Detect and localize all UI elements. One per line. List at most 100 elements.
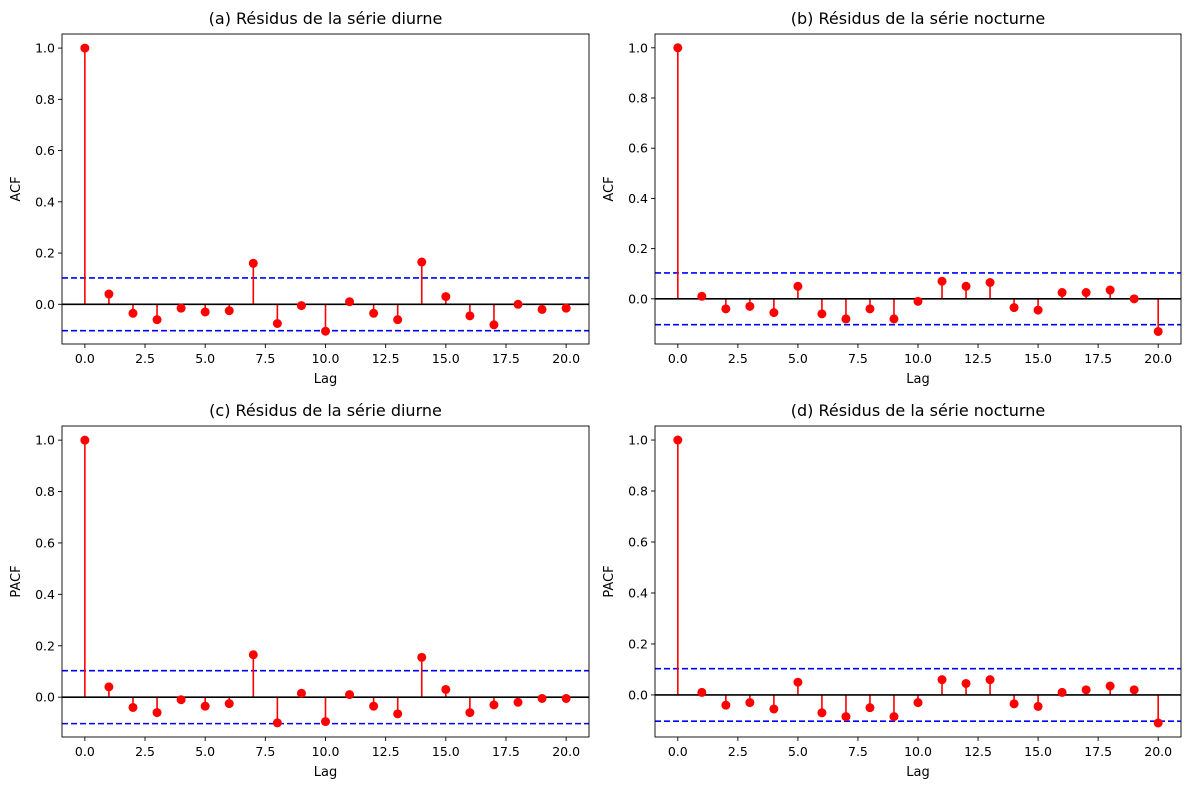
stem-marker [1009, 303, 1019, 313]
subplot-3: (d) Résidus de la série nocturne 0.0 0.2 0.… [602, 401, 1182, 780]
stem-marker [441, 292, 451, 302]
stem-marker [441, 684, 451, 694]
stem-marker [345, 690, 355, 700]
x-tick-label: 2.5 [728, 744, 748, 759]
stem-marker [673, 435, 683, 445]
stem-marker [697, 291, 707, 301]
stem-marker [296, 301, 306, 311]
stem-marker [673, 43, 683, 53]
x-tick-label: 15.0 [1024, 744, 1052, 759]
x-tick-label: 2.5 [135, 744, 155, 759]
stem-marker [489, 320, 499, 330]
stem-marker [104, 289, 114, 299]
x-tick-label: 5.0 [195, 351, 215, 366]
x-tick-label: 5.0 [195, 744, 215, 759]
stem-marker [321, 717, 330, 727]
stem-marker [817, 309, 827, 319]
y-tick-label: 0.8 [35, 92, 55, 107]
stem-marker [345, 297, 355, 307]
y-tick-label: 0.4 [628, 191, 648, 206]
stem-marker [745, 301, 755, 311]
y-tick-label: 0.0 [35, 690, 55, 705]
stem-marker [793, 281, 803, 291]
stem-marker [176, 303, 186, 313]
y-axis-label: PACF [602, 565, 617, 597]
axes-frame [61, 33, 590, 345]
x-tick-label: 20.0 [552, 744, 580, 759]
stem-marker [721, 700, 731, 710]
stem-marker [1057, 288, 1067, 298]
stem-marker [561, 303, 571, 313]
y-tick-label: 0.4 [35, 194, 55, 209]
y-tick-label: 1.0 [628, 433, 648, 448]
stem-marker [769, 308, 779, 318]
x-tick-label: 5.0 [788, 351, 808, 366]
stem-marker [417, 652, 427, 662]
y-axis-label: PACF [9, 565, 24, 597]
x-tick-label: 20.0 [552, 351, 580, 366]
stem-marker [513, 697, 523, 707]
stem-marker [937, 675, 947, 685]
stem-marker [272, 319, 282, 329]
y-tick-label: 0.8 [35, 484, 55, 499]
stem-marker [224, 306, 234, 316]
x-tick-label: 0.0 [75, 744, 95, 759]
stem-marker [697, 687, 707, 697]
x-tick-label: 2.5 [728, 351, 748, 366]
subplot-1: (b) Résidus de la série nocturne 0.0 0.2 0.… [602, 9, 1182, 387]
stem-marker [80, 435, 90, 445]
x-axis-label: Lag [314, 372, 337, 387]
axes-frame [61, 425, 590, 738]
stem-marker [865, 304, 875, 314]
y-tick-label: 0.6 [628, 534, 648, 549]
stem-marker [393, 315, 403, 325]
subplot-title: (d) Résidus de la série nocturne [791, 401, 1045, 420]
y-tick-label: 0.6 [35, 535, 55, 550]
subplot-title: (a) Résidus de la série diurne [209, 9, 443, 28]
x-axis-label: Lag [906, 765, 929, 780]
y-tick-label: 0.2 [628, 241, 648, 256]
x-tick-label: 7.5 [255, 744, 275, 759]
stem-marker [1129, 294, 1139, 304]
stem-marker [393, 709, 403, 719]
stem-marker [200, 307, 210, 317]
stem-marker [369, 308, 379, 318]
stem-marker [369, 701, 379, 711]
stem-marker [1081, 288, 1091, 298]
stem-marker [465, 311, 475, 321]
x-tick-label: 12.5 [964, 351, 992, 366]
x-tick-label: 0.0 [75, 351, 95, 366]
stem-marker [745, 698, 755, 708]
stem-marker [1009, 699, 1019, 709]
y-tick-label: 0.4 [628, 585, 648, 600]
stem-marker [1105, 681, 1115, 691]
stem-marker [985, 675, 995, 685]
stem-marker [961, 678, 971, 688]
stem-marker [296, 688, 306, 698]
axes-frame [654, 425, 1182, 738]
x-axis-label: Lag [906, 372, 929, 387]
y-tick-label: 0.0 [628, 291, 648, 306]
stem-marker [176, 695, 186, 705]
x-tick-label: 10.0 [904, 351, 932, 366]
stem-marker [841, 314, 851, 324]
x-tick-label: 10.0 [312, 744, 340, 759]
y-tick-label: 1.0 [628, 40, 648, 55]
y-axis-label: ACF [602, 176, 617, 201]
stem-marker [1153, 718, 1163, 728]
stem-marker [793, 677, 803, 687]
y-tick-label: 0.8 [628, 484, 648, 499]
stem-marker [513, 299, 523, 309]
x-tick-label: 0.0 [668, 744, 688, 759]
y-tick-label: 0.6 [35, 143, 55, 158]
subplot-2: (c) Résidus de la série diurne 0.0 0.2 0.4 0… [9, 401, 590, 780]
x-tick-label: 12.5 [964, 744, 992, 759]
y-tick-label: 0.8 [628, 91, 648, 106]
stem-marker [937, 276, 947, 286]
stem-marker [913, 296, 923, 306]
stem-marker [200, 701, 210, 711]
stem-marker [128, 308, 138, 318]
x-tick-label: 10.0 [312, 351, 340, 366]
stem-marker [537, 693, 547, 703]
subplot-0: (a) Résidus de la série diurne 0.0 0.2 0.4 0… [9, 9, 590, 387]
